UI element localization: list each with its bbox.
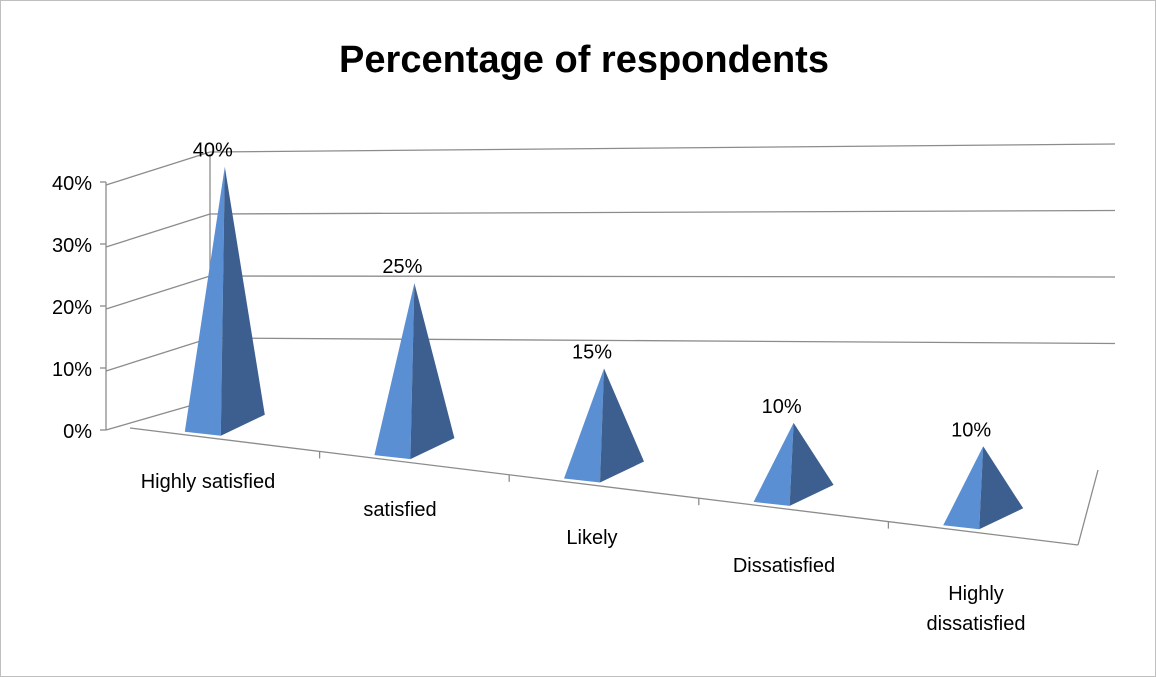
data-label: 15% (572, 342, 612, 364)
x-axis (129, 427, 1079, 546)
x-category-label: Dissatisfied (733, 555, 835, 577)
pyramid-side-face (979, 446, 1024, 530)
data-label: 10% (951, 419, 991, 441)
data-label: 40% (193, 140, 233, 162)
pyramid-front-face (943, 446, 984, 530)
pyramid-front-face (564, 368, 604, 483)
x-category-label: Highly (948, 583, 1004, 605)
depth-gridline (105, 337, 211, 372)
x-category-label: Highly satisfied (141, 471, 276, 493)
pyramid-side-face (789, 422, 834, 506)
y-tick-label: 0% (63, 421, 92, 443)
y-tick-label: 40% (52, 173, 92, 195)
pyramid-side-face (410, 283, 455, 460)
depth-gridline (105, 151, 211, 186)
data-label: 25% (382, 256, 422, 278)
gridline (209, 275, 1116, 278)
gridline (209, 337, 1116, 345)
labels: 0% 10% 20% 30% 40% 40% Highly satisfied 25% sati… (52, 140, 1026, 635)
x-category-label: dissatisfied (927, 613, 1026, 635)
data-label: 10% (762, 396, 802, 418)
depth-gridline (105, 213, 211, 248)
pyramids (184, 166, 1024, 530)
floor-right-edge (1077, 469, 1099, 546)
chart-title: Percentage of respondents (339, 39, 829, 81)
gridline (209, 209, 1116, 215)
y-tick-label: 10% (52, 359, 92, 381)
gridlines (105, 143, 1116, 372)
depth-gridline (105, 275, 211, 310)
pyramid-front-face (184, 166, 225, 436)
pyramid-side-face (220, 166, 265, 436)
pyramid-front-face (753, 422, 794, 506)
x-category-label: Likely (566, 527, 617, 549)
y-tick-label: 20% (52, 297, 92, 319)
gridline (209, 143, 1116, 153)
pyramid-front-face (374, 283, 415, 460)
pyramid-side-face (600, 368, 644, 483)
x-category-label: satisfied (363, 499, 436, 521)
y-tick-label: 30% (52, 235, 92, 257)
